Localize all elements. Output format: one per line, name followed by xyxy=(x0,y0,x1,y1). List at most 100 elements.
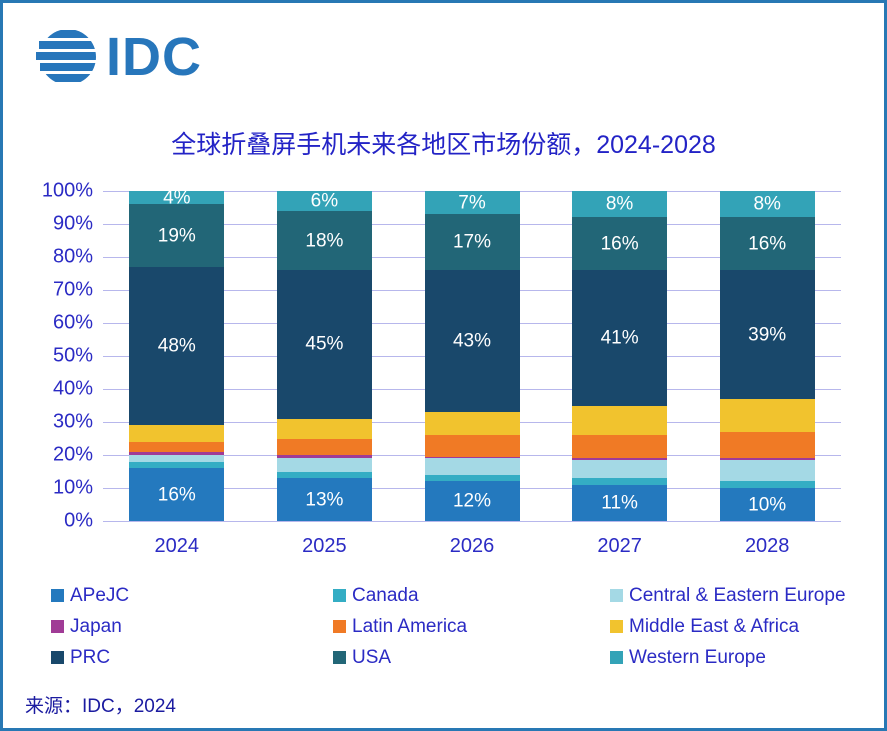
segment-value-label: 16% xyxy=(157,484,196,506)
bar-segment-latin-america xyxy=(719,431,815,459)
bar-segment-usa: 19% xyxy=(129,204,225,267)
y-axis: 0% 10% 20% 30% 40% 50% 60% 70% 80% 90% 100% xyxy=(3,180,93,532)
x-axis: 2024 2025 2026 2027 2028 xyxy=(103,535,841,561)
y-tick-label: 60% xyxy=(52,311,93,334)
legend-swatch-icon xyxy=(610,620,623,633)
legend-label: Central & Eastern Europe xyxy=(629,584,846,606)
bar-segment-prc: 48% xyxy=(129,266,225,426)
bar-segment-latin-america xyxy=(276,438,372,456)
chart-plot-wrapper: 0% 10% 20% 30% 40% 50% 60% 70% 80% 90% 100% 4% 19% 4… xyxy=(3,3,884,728)
y-tick-label: 70% xyxy=(52,278,93,301)
bar-segment-western-europe: 6% xyxy=(276,191,372,211)
legend-label: Japan xyxy=(70,615,122,637)
y-tick-label: 40% xyxy=(52,377,93,400)
bar-segment-canada xyxy=(424,474,520,482)
chart-title: 全球折叠屏手机未来各地区市场份额，2024-2028 xyxy=(171,131,716,159)
y-tick-label: 50% xyxy=(52,344,93,367)
bar-segment-apejc: 12% xyxy=(424,481,520,521)
legend-item-canada: Canada xyxy=(333,584,610,606)
bar-segment-prc: 39% xyxy=(719,270,815,399)
bar-segment-usa: 17% xyxy=(424,214,520,271)
idc-globe-icon xyxy=(36,30,96,82)
bar-segment-prc: 41% xyxy=(572,270,668,406)
legend-item-western-europe: Western Europe xyxy=(610,646,861,668)
legend-label: Western Europe xyxy=(629,646,766,668)
bar-segment-prc: 43% xyxy=(424,270,520,413)
bar-segment-western-europe: 8% xyxy=(719,191,815,218)
legend-swatch-icon xyxy=(51,620,64,633)
segment-value-label: 16% xyxy=(600,233,639,255)
legend-label: USA xyxy=(352,646,392,668)
legend-label: Canada xyxy=(352,584,419,606)
segment-value-label: 18% xyxy=(305,230,344,252)
legend-label: APeJC xyxy=(70,584,130,606)
legend-item-middle-east-africa: Middle East & Africa xyxy=(610,615,861,637)
idc-logo-text: IDC xyxy=(106,27,202,87)
bar-segment-usa: 16% xyxy=(719,217,815,271)
segment-value-label: 10% xyxy=(748,494,787,515)
bar-segment-central-eastern-europe xyxy=(719,459,815,482)
bar-2028: 8% 16% 39% 10% xyxy=(719,191,815,521)
bar-segment-canada xyxy=(719,481,815,488)
idc-logo: IDC xyxy=(36,27,202,87)
legend-item-japan: Japan xyxy=(51,615,333,637)
bar-segment-middle-east-africa xyxy=(129,425,225,442)
bar-segment-japan xyxy=(424,456,520,459)
legend-swatch-icon xyxy=(333,651,346,664)
bar-segment-japan xyxy=(129,451,225,456)
y-tick-label: 10% xyxy=(52,476,93,499)
legend-label: PRC xyxy=(70,646,111,668)
plot-area: 4% 19% 48% 16% 6% 18% 45% 13% 7% 17% 43% 12% 8% 16% 41… xyxy=(103,188,841,522)
bar-segment-middle-east-africa xyxy=(424,412,520,436)
bar-segment-apejc: 11% xyxy=(572,484,668,521)
segment-value-label: 12% xyxy=(452,490,492,512)
legend-label: Middle East & Africa xyxy=(629,615,800,637)
segment-value-label: 17% xyxy=(452,231,492,253)
bar-segment-japan xyxy=(719,458,815,460)
bar-segment-western-europe: 7% xyxy=(424,191,520,215)
x-tick-label-2027: 2027 xyxy=(597,535,642,557)
bar-segment-japan xyxy=(572,458,668,460)
bar-segment-japan xyxy=(276,455,372,459)
legend-label: Latin America xyxy=(352,615,468,637)
segment-value-label: 8% xyxy=(605,193,634,215)
bar-segment-central-eastern-europe xyxy=(424,458,520,475)
bar-segment-apejc: 10% xyxy=(719,488,815,521)
bar-segment-canada xyxy=(129,461,225,469)
legend-swatch-icon xyxy=(610,589,623,602)
bar-segment-western-europe: 4% xyxy=(129,188,225,207)
segment-value-label: 8% xyxy=(753,193,781,215)
y-tick-label: 30% xyxy=(52,410,93,433)
legend-item-apejc: APeJC xyxy=(51,584,333,606)
segment-value-label: 45% xyxy=(305,333,344,355)
legend-item-prc: PRC xyxy=(51,646,333,668)
x-tick-label-2024: 2024 xyxy=(154,535,200,557)
y-tick-label: 0% xyxy=(64,509,93,532)
y-tick-label: 80% xyxy=(52,245,93,268)
bar-segment-prc: 45% xyxy=(276,270,372,419)
segment-value-label: 39% xyxy=(748,324,787,346)
bar-segment-apejc: 13% xyxy=(276,478,372,521)
legend-swatch-icon xyxy=(333,620,346,633)
segment-value-label: 43% xyxy=(452,330,492,352)
bar-segment-middle-east-africa xyxy=(719,398,815,432)
bar-segment-canada xyxy=(276,471,372,479)
segment-value-label: 19% xyxy=(157,225,196,247)
legend-item-latin-america: Latin America xyxy=(333,615,610,637)
x-tick-label-2028: 2028 xyxy=(744,535,790,557)
bar-segment-western-europe: 8% xyxy=(572,191,668,218)
legend-item-central-eastern-europe: Central & Eastern Europe xyxy=(610,584,861,606)
bar-2025: 6% 18% 45% 13% xyxy=(276,191,372,521)
bar-segment-canada xyxy=(572,478,668,485)
segment-value-label: 48% xyxy=(157,335,196,357)
segment-value-label: 16% xyxy=(748,233,787,255)
segment-value-label: 7% xyxy=(458,192,486,214)
gridline xyxy=(103,521,841,522)
y-tick-label: 90% xyxy=(52,212,93,235)
bar-segment-usa: 18% xyxy=(276,210,372,271)
x-tick-label-2025: 2025 xyxy=(302,535,347,557)
bar-segment-central-eastern-europe xyxy=(276,458,372,472)
bar-2024: 4% 19% 48% 16% xyxy=(129,188,225,521)
bar-segment-middle-east-africa xyxy=(572,405,668,436)
